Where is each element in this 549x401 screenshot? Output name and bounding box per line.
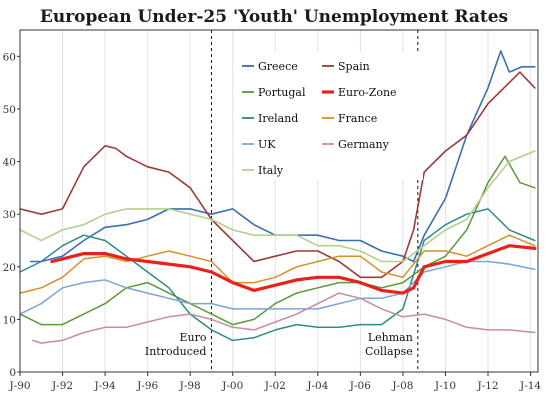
x-tick-label: J-04 (306, 380, 328, 392)
legend-label-portugal: Portugal (258, 86, 306, 99)
legend-label-france: France (338, 112, 377, 125)
legend-box (238, 52, 423, 180)
x-tick-label: J-90 (8, 380, 30, 392)
x-tick-label: J-02 (264, 380, 286, 392)
y-tick-label: 50 (3, 104, 16, 116)
euro-introduced-label-line1: Euro (179, 331, 206, 344)
x-tick-label: J-06 (349, 380, 371, 392)
legend-label-spain: Spain (338, 60, 370, 73)
legend-label-italy: Italy (258, 164, 284, 177)
series-line-italy (19, 150, 536, 263)
x-tick-label: J-96 (136, 380, 158, 392)
y-tick-label: 40 (3, 157, 16, 169)
x-tick-label: J-14 (519, 380, 541, 392)
y-tick-label: 30 (3, 209, 16, 221)
euro-introduced-label-line2: Introduced (145, 345, 207, 358)
axis-ticks: J-90 J-92 J-94 J-96 J-98 J-00 J-02 J-04 J-06 J-08… (3, 51, 542, 392)
x-tick-label: J-12 (476, 380, 498, 392)
series-line-germany (32, 292, 536, 344)
lehman-collapse-label-line1: Lehman (368, 331, 413, 344)
y-tick-label: 60 (3, 51, 16, 63)
x-tick-label: J-00 (221, 380, 243, 392)
series-line-france (19, 234, 536, 294)
y-tick-label: 10 (3, 314, 16, 326)
y-tick-label: 0 (9, 367, 16, 379)
series-line-spain (19, 71, 536, 279)
series-line-uk (19, 260, 536, 315)
legend-label-germany: Germany (338, 138, 390, 151)
series-lines (19, 50, 537, 344)
chart-title: European Under-25 'Youth' Unemployment R… (40, 7, 508, 27)
legend: Greece Spain Portugal Euro-Zone Ireland Franc… (238, 52, 423, 180)
series-line-euro-zone (50, 244, 537, 295)
series-line-portugal (19, 155, 536, 326)
lehman-collapse-label-line2: Collapse (365, 345, 413, 358)
series-line-ireland (19, 208, 536, 342)
y-tick-label: 20 (3, 262, 16, 274)
x-tick-label: J-98 (179, 380, 201, 392)
legend-label-uk: UK (258, 138, 276, 151)
x-tick-label: J-92 (51, 380, 73, 392)
legend-label-ireland: Ireland (258, 112, 298, 125)
series-line-greece (29, 50, 536, 263)
legend-label-greece: Greece (258, 60, 298, 73)
x-tick-label: J-94 (94, 380, 116, 392)
legend-label-euro-zone: Euro-Zone (338, 86, 397, 99)
x-tick-label: J-10 (434, 380, 456, 392)
x-tick-label: J-08 (391, 380, 413, 392)
plot-frame (19, 29, 539, 373)
